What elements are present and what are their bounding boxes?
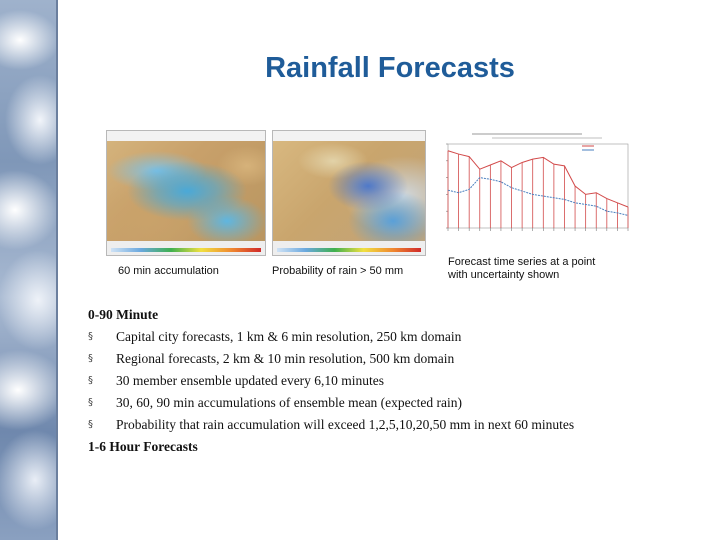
map-colorbar [277,248,421,252]
map-colorbar [111,248,261,252]
caption-probability: Probability of rain > 50 mm [272,265,404,277]
caption-timeseries-line1: Forecast time series at a point [448,256,596,268]
bullet-item: § Regional forecasts, 2 km & 10 min resol… [88,348,708,370]
bullet-item: § 30 member ensemble updated every 6,10 m… [88,370,708,392]
map-legend [273,241,425,255]
bullet-text: Capital city forecasts, 1 km & 6 min res… [116,329,462,344]
accumulation-map [106,130,266,256]
bullet-text: Probability that rain accumulation will … [116,417,575,432]
bullet-text: 30 member ensemble updated every 6,10 mi… [116,373,385,388]
bullet-marker: § [88,331,93,342]
map-header [273,131,425,141]
map-header [107,131,265,141]
bullet-marker: § [88,419,93,430]
slide-title: Rainfall Forecasts [265,52,515,84]
plot-frame [447,143,629,229]
radar-map-image [107,141,265,241]
radar-map-image [273,141,425,241]
forecast-timeseries-chart [432,130,636,244]
caption-accumulation: 60 min accumulation [118,265,219,277]
bullet-text: 30, 60, 90 min accumulations of ensemble… [116,395,463,410]
sky-background-strip [0,0,58,540]
timeseries-svg [446,133,629,231]
slide-body: 0-90 Minute § Capital city forecasts, 1 k… [88,304,708,458]
series-red-line [447,150,629,208]
bullet-marker: § [88,375,93,386]
bullet-item: § Capital city forecasts, 1 km & 6 min re… [88,326,708,348]
bullet-item: § 30, 60, 90 min accumulations of ensembl… [88,392,708,414]
section-heading-0-90: 0-90 Minute [88,307,159,322]
bullet-item: § Probability that rain accumulation will… [88,414,708,436]
map-legend [107,241,265,255]
caption-timeseries: Forecast time series at a point with unc… [448,256,628,282]
bullet-text: Regional forecasts, 2 km & 10 min resolu… [116,351,455,366]
caption-timeseries-line2: with uncertainty shown [448,269,560,281]
bullet-marker: § [88,353,93,364]
probability-map [272,130,426,256]
series-blue-line [447,177,629,216]
section-heading-1-6-hour: 1-6 Hour Forecasts [88,439,198,454]
bullet-marker: § [88,397,93,408]
